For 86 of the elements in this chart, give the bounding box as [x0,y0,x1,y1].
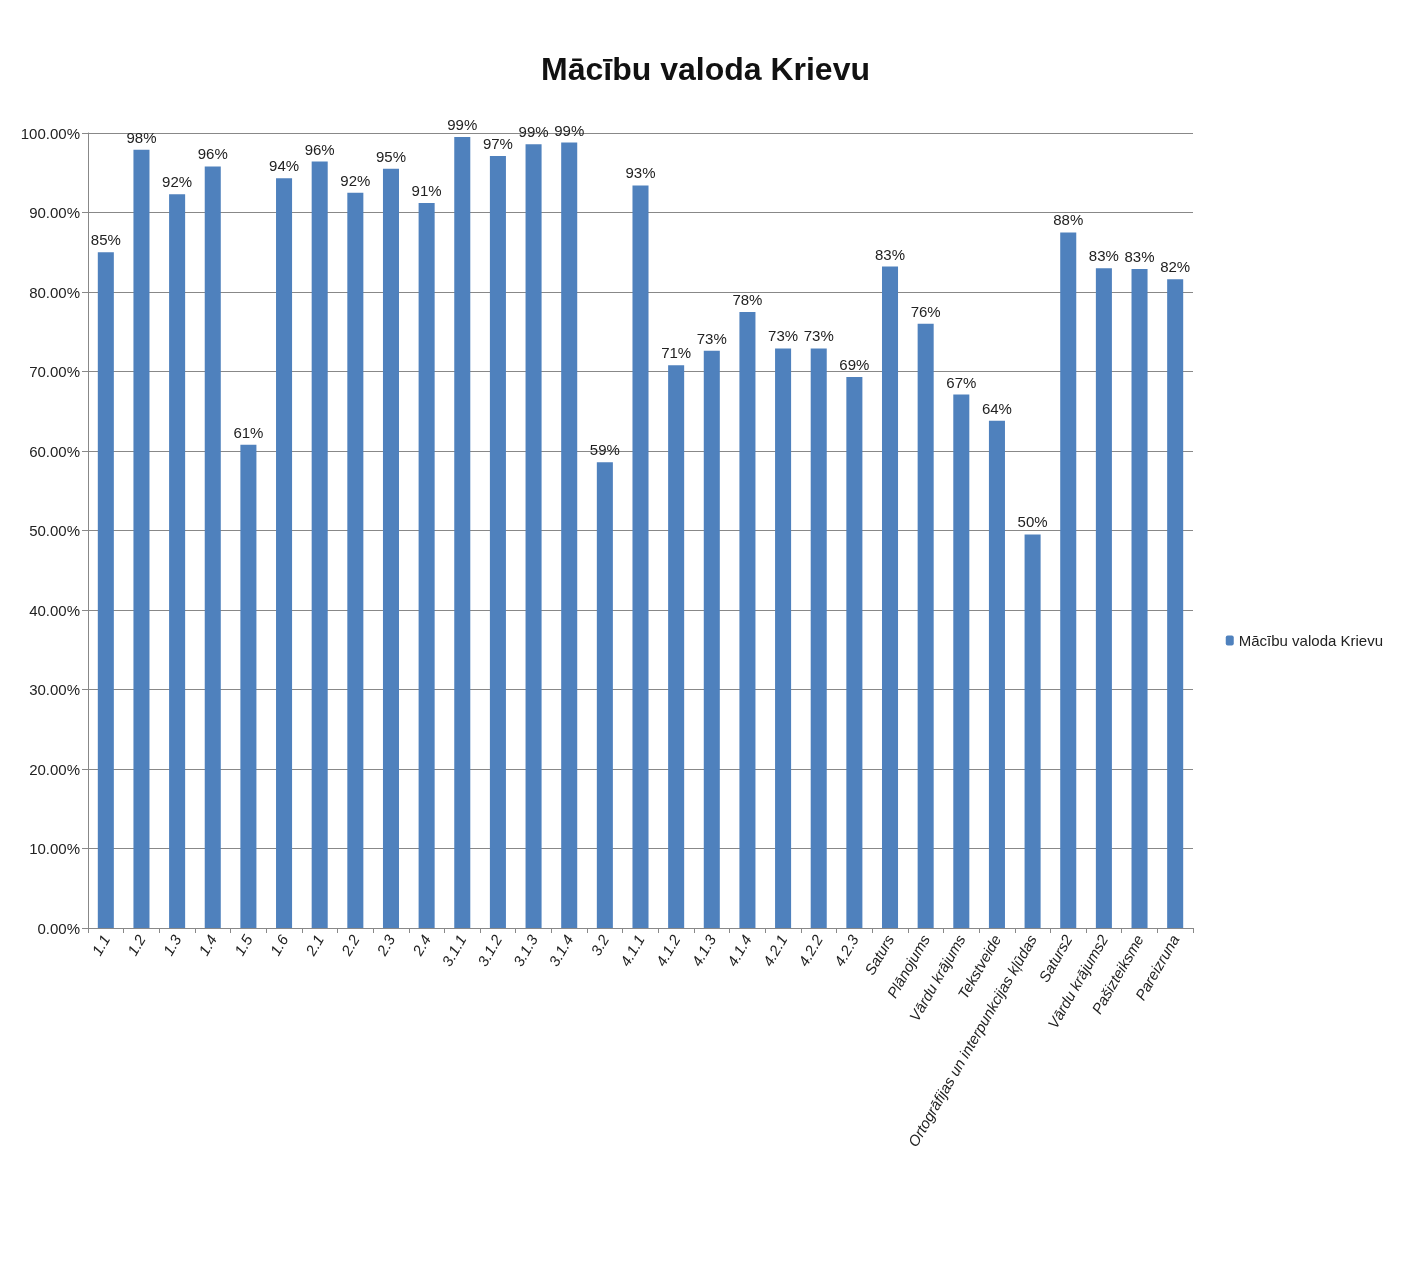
x-tick-label: 2.2 [337,931,364,960]
x-tick-label: 1.5 [230,931,257,959]
bar [632,185,649,928]
bar [917,323,934,928]
bar [347,192,364,928]
bar [882,266,899,928]
y-tick-label: 70.00% [29,363,80,380]
bar [703,350,720,928]
bar [1024,534,1041,928]
data-label: 98% [126,128,157,146]
x-tick-label: 2.4 [408,931,434,960]
x-tick-label: 2.3 [372,931,399,960]
y-tick-label: 20.00% [29,760,80,778]
data-label: 50% [1017,513,1048,531]
data-label: 85% [90,231,121,249]
bar [489,156,506,928]
data-label: 96% [197,145,228,163]
data-label: 99% [518,123,549,141]
data-label: 73% [803,327,834,345]
data-label: 73% [696,329,727,347]
bar [1131,268,1148,928]
x-tick-label: 3.2 [587,931,613,959]
data-label: 95% [375,147,406,165]
data-label: 71% [661,344,692,362]
x-tick-label: 1.4 [194,931,221,959]
data-label: 64% [981,399,1012,417]
bar [596,462,613,928]
data-label: 96% [304,140,335,158]
data-label: 99% [554,121,585,139]
x-tick-label: 2.1 [301,931,328,960]
data-label: 67% [946,373,977,391]
bar [953,394,970,928]
data-label: 83% [1088,247,1119,265]
x-tick-label: 1.3 [159,931,185,959]
data-label: 83% [875,245,906,263]
data-label: 61% [233,423,264,441]
bar [311,161,328,928]
data-label: 73% [768,327,799,345]
x-tick-label: 1.6 [266,931,292,959]
bar [240,444,257,928]
data-label: 93% [625,164,656,182]
y-tick-label: 60.00% [29,442,80,460]
bar [561,142,578,928]
bar [97,252,114,928]
bar [1095,268,1112,928]
x-tick-label: 1.2 [123,931,150,959]
bar [525,144,542,928]
y-tick-label: 30.00% [29,681,80,698]
bar [169,194,186,928]
bar [988,420,1005,928]
y-tick-label: 90.00% [29,204,80,221]
y-tick-label: 80.00% [29,283,80,301]
bar [276,178,293,928]
bar [810,348,827,928]
bar [418,202,435,928]
data-label: 76% [910,302,941,320]
y-tick-label: 40.00% [29,601,80,619]
bar [1060,232,1077,928]
bar [775,348,792,928]
data-label: 78% [732,290,763,308]
bar [382,168,399,928]
y-tick-label: 0.00% [37,919,80,937]
data-label: 97% [482,135,513,153]
x-tick-label: 1.1 [88,931,114,959]
data-label: 92% [162,173,193,191]
chart-title: Mācību valoda Krievu [541,51,870,87]
bar [1167,279,1184,928]
legend-label: Mācību valoda Krievu [1238,632,1384,649]
bar [133,149,150,928]
data-label: 69% [839,356,870,374]
y-tick-label: 50.00% [29,522,80,539]
bar [668,365,685,928]
data-label: 94% [269,157,300,175]
bar [846,377,863,928]
bar [204,166,221,928]
bar [739,311,756,928]
y-tick-label: 10.00% [29,840,80,857]
y-tick-label: 100.00% [20,124,80,142]
data-label: 99% [447,115,478,133]
data-label: 91% [411,181,442,199]
bar [454,136,471,928]
data-label: 59% [589,441,620,459]
data-label: 88% [1053,211,1084,229]
data-label: 92% [340,171,371,189]
data-label: 82% [1160,258,1191,276]
data-label: 83% [1124,247,1155,265]
